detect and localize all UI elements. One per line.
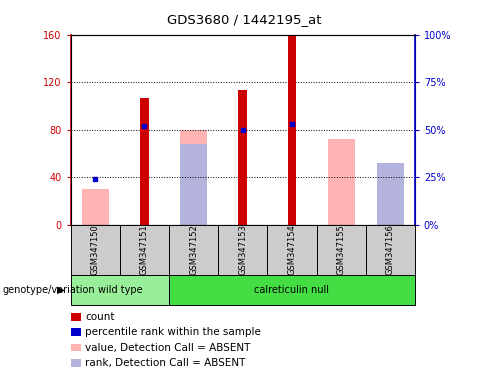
Bar bbox=[287, 35, 296, 225]
FancyBboxPatch shape bbox=[120, 225, 169, 275]
FancyBboxPatch shape bbox=[218, 225, 267, 275]
Bar bbox=[140, 98, 149, 225]
FancyBboxPatch shape bbox=[267, 225, 317, 275]
Bar bbox=[377, 163, 404, 225]
Bar bbox=[180, 130, 207, 225]
Text: GSM347150: GSM347150 bbox=[91, 224, 100, 275]
Text: GSM347154: GSM347154 bbox=[287, 224, 296, 275]
Text: wild type: wild type bbox=[98, 285, 142, 295]
Bar bbox=[327, 139, 355, 225]
Bar bbox=[82, 189, 109, 225]
Text: value, Detection Call = ABSENT: value, Detection Call = ABSENT bbox=[85, 343, 251, 353]
FancyBboxPatch shape bbox=[71, 225, 120, 275]
Text: rank, Detection Call = ABSENT: rank, Detection Call = ABSENT bbox=[85, 358, 246, 368]
FancyBboxPatch shape bbox=[317, 225, 366, 275]
Text: genotype/variation: genotype/variation bbox=[2, 285, 95, 295]
Text: GSM347152: GSM347152 bbox=[189, 224, 198, 275]
Text: calreticulin null: calreticulin null bbox=[254, 285, 329, 295]
Text: GSM347153: GSM347153 bbox=[238, 224, 247, 275]
Text: GDS3680 / 1442195_at: GDS3680 / 1442195_at bbox=[167, 13, 321, 26]
FancyBboxPatch shape bbox=[169, 275, 415, 305]
FancyBboxPatch shape bbox=[71, 275, 169, 305]
FancyBboxPatch shape bbox=[366, 225, 415, 275]
Bar bbox=[238, 90, 247, 225]
Text: percentile rank within the sample: percentile rank within the sample bbox=[85, 327, 261, 337]
FancyBboxPatch shape bbox=[169, 225, 218, 275]
Bar bbox=[180, 144, 207, 225]
Text: GSM347156: GSM347156 bbox=[386, 224, 395, 275]
Text: GSM347155: GSM347155 bbox=[337, 224, 346, 275]
Text: count: count bbox=[85, 312, 115, 322]
Text: GSM347151: GSM347151 bbox=[140, 224, 149, 275]
Text: ▶: ▶ bbox=[57, 285, 65, 295]
